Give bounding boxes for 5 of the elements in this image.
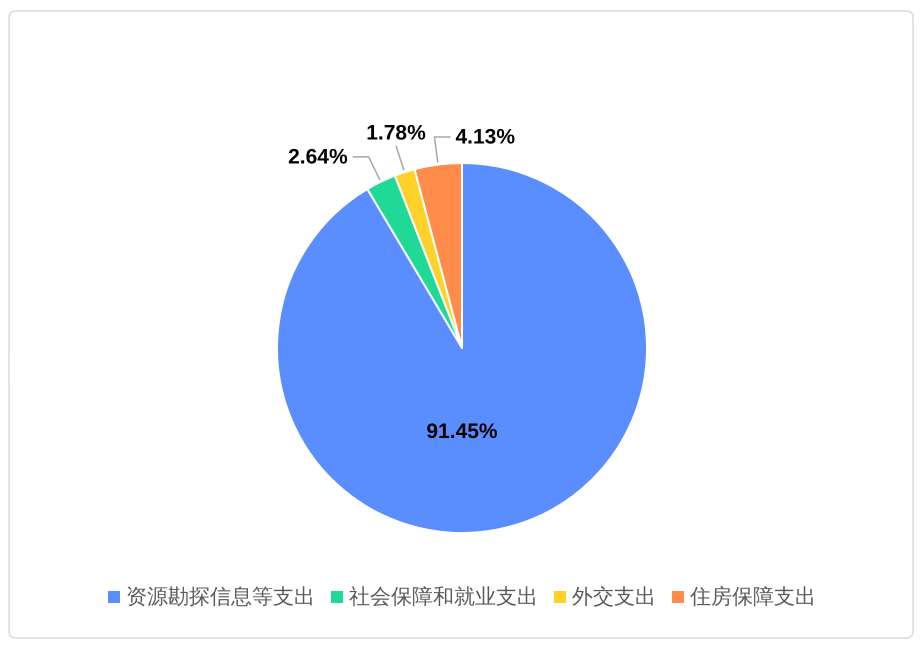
data-label: 1.78% (366, 122, 426, 145)
legend-label: 外交支出 (572, 586, 656, 608)
data-label: 91.45% (426, 420, 498, 443)
data-label: 2.64% (288, 145, 348, 168)
data-label: 4.13% (455, 126, 516, 149)
